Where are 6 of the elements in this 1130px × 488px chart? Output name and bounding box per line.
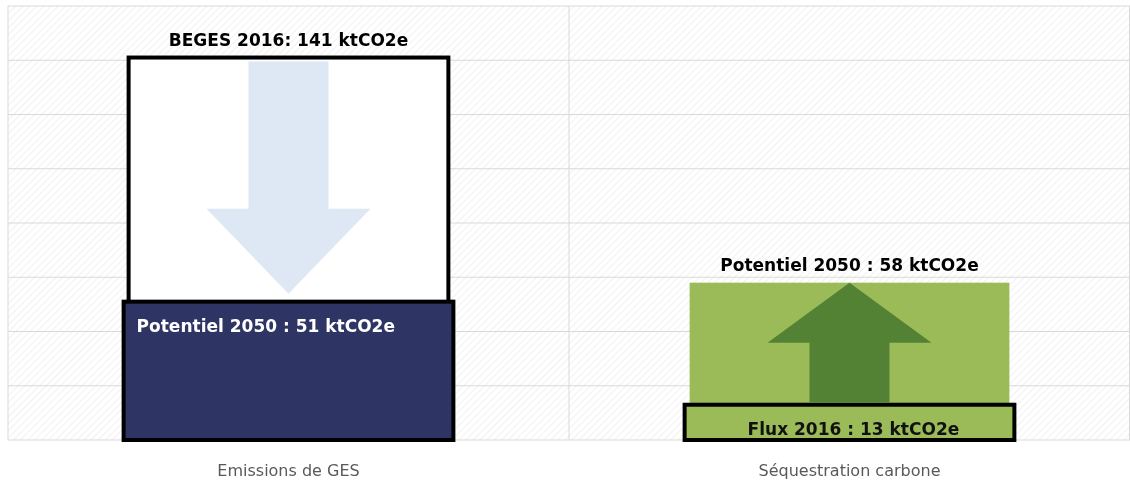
data-label: Flux 2016 : 13 ktCO2e	[747, 418, 960, 439]
x-tick-label: Emissions de GES	[217, 461, 360, 480]
x-tick-label: Séquestration carbone	[758, 461, 941, 480]
data-label: Potentiel 2050 : 58 ktCO2e	[720, 254, 979, 275]
data-label: BEGES 2016: 141 ktCO2e	[168, 29, 409, 50]
data-label: Potentiel 2050 : 51 ktCO2e	[136, 315, 395, 336]
